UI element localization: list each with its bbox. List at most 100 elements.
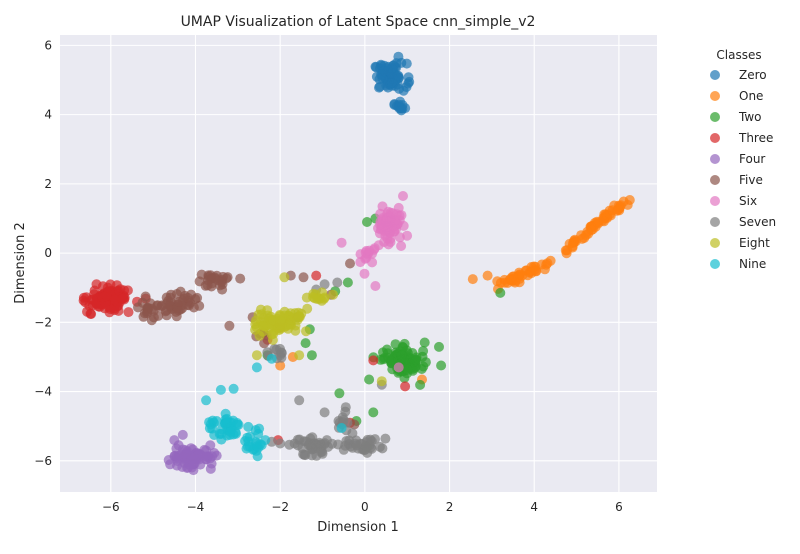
legend-label-eight: Eight	[739, 236, 770, 250]
point-five	[345, 258, 355, 269]
point-three	[78, 292, 89, 303]
point-nine	[250, 425, 261, 436]
point-six	[387, 208, 398, 219]
point-one	[545, 255, 556, 266]
point-nine	[228, 383, 239, 394]
point-two	[342, 277, 353, 288]
legend-title: Classes	[716, 48, 761, 62]
point-nine	[211, 416, 222, 426]
point-three	[118, 293, 129, 304]
point-four	[195, 459, 206, 470]
point-nine	[242, 432, 253, 443]
point-zero	[374, 82, 384, 93]
point-nine	[201, 395, 212, 406]
point-two	[362, 217, 372, 227]
point-eight	[266, 329, 277, 340]
point-five	[194, 300, 205, 311]
point-three	[99, 303, 110, 314]
x-axis-label: Dimension 1	[317, 520, 399, 535]
point-three	[86, 309, 97, 319]
point-one	[513, 271, 524, 282]
point-seven	[377, 443, 388, 454]
point-zero	[378, 66, 389, 77]
y-tick-label: 4	[44, 108, 52, 122]
point-one	[467, 274, 478, 285]
point-seven	[366, 436, 377, 447]
point-three	[101, 290, 112, 301]
point-nine	[252, 451, 263, 462]
point-two	[300, 338, 311, 349]
point-eight	[253, 309, 264, 320]
point-three	[87, 294, 98, 305]
point-three	[102, 282, 113, 293]
point-one	[613, 204, 624, 215]
point-six	[370, 281, 381, 291]
point-seven	[340, 402, 351, 413]
legend-label-two: Two	[738, 110, 762, 124]
point-seven	[332, 277, 343, 288]
x-tick-label: −4	[187, 500, 205, 514]
point-nine	[233, 419, 244, 430]
point-two	[386, 356, 397, 367]
point-two	[418, 346, 429, 356]
axis-ticks: −6 −4 −2 0 2 4 6 −6 −4 −2 0 2 4 6	[34, 38, 622, 514]
point-seven	[294, 395, 305, 406]
point-nine	[266, 353, 277, 364]
point-one	[590, 221, 601, 232]
point-zero	[403, 72, 414, 83]
point-six	[388, 226, 399, 237]
point-five	[161, 310, 172, 321]
legend-marker-four	[710, 154, 720, 164]
y-tick-label: 2	[44, 177, 52, 191]
point-nine	[336, 423, 347, 433]
point-one	[624, 195, 635, 205]
point-seven	[355, 438, 366, 449]
point-six	[396, 241, 407, 251]
legend-label-one: One	[739, 89, 763, 103]
point-three	[311, 270, 322, 281]
point-six	[393, 362, 404, 373]
point-eight	[376, 376, 387, 387]
point-seven	[319, 279, 330, 290]
legend-marker-three	[710, 133, 720, 143]
point-three	[400, 381, 411, 392]
legend-marker-one	[710, 91, 720, 101]
point-seven	[319, 407, 330, 418]
point-two	[436, 360, 447, 371]
x-tick-label: 6	[615, 500, 623, 514]
point-zero	[395, 96, 406, 107]
x-tick-label: 2	[446, 500, 454, 514]
point-two	[415, 379, 426, 390]
point-six	[336, 237, 347, 248]
point-one	[567, 241, 578, 252]
point-zero	[374, 74, 385, 85]
point-four	[205, 463, 216, 474]
y-tick-label: 0	[44, 246, 52, 260]
point-five	[202, 280, 213, 291]
point-six	[380, 219, 391, 230]
legend-label-four: Four	[739, 152, 765, 166]
point-five	[224, 320, 235, 331]
point-eight	[294, 350, 305, 361]
point-zero	[401, 82, 412, 92]
point-two	[334, 388, 345, 399]
point-two	[411, 355, 422, 365]
point-four	[211, 450, 222, 461]
data-points	[78, 51, 635, 476]
point-seven	[275, 438, 286, 449]
point-two	[495, 287, 506, 298]
point-zero	[371, 62, 382, 73]
point-eight	[254, 330, 265, 341]
legend-marker-six	[710, 196, 720, 206]
point-five	[205, 270, 216, 281]
point-four	[172, 453, 183, 464]
point-two	[434, 341, 444, 352]
point-three	[123, 307, 134, 318]
x-tick-label: 4	[530, 500, 538, 514]
y-tick-label: −6	[34, 454, 52, 468]
point-nine	[251, 362, 262, 373]
point-seven	[380, 433, 391, 444]
point-one	[599, 216, 609, 227]
